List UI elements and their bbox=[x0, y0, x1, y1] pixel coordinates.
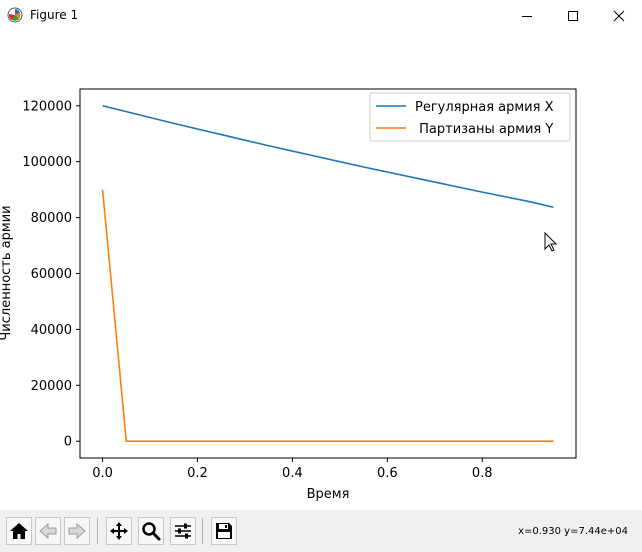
save-button[interactable] bbox=[211, 517, 237, 545]
minimize-icon bbox=[522, 15, 532, 17]
legend-label-series-1: Регулярная армия X bbox=[415, 100, 554, 115]
x-ticks: 0.0 0.2 0.4 0.6 0.8 bbox=[92, 458, 493, 481]
series-line-1 bbox=[102, 104, 554, 209]
x-tick-label: 0.6 bbox=[377, 466, 398, 481]
legend-label-series-2: Партизаны армия Y bbox=[415, 122, 553, 137]
y-tick-label: 60000 bbox=[31, 267, 72, 282]
forward-button[interactable] bbox=[64, 517, 90, 545]
y-tick-label: 80000 bbox=[31, 211, 72, 226]
magnifier-icon bbox=[142, 522, 161, 541]
zoom-button[interactable] bbox=[138, 517, 164, 545]
maximize-button[interactable] bbox=[550, 0, 596, 31]
x-tick-label: 0.0 bbox=[92, 466, 113, 481]
toolbar-separator bbox=[97, 518, 98, 544]
back-arrow-icon bbox=[39, 522, 57, 540]
plot-background bbox=[80, 89, 576, 458]
x-tick-label: 0.4 bbox=[282, 466, 303, 481]
forward-arrow-icon bbox=[68, 522, 86, 540]
y-tick-label: 40000 bbox=[31, 323, 72, 338]
window-title: Figure 1 bbox=[30, 8, 79, 22]
series-line-2 bbox=[101, 189, 554, 443]
minimize-button[interactable] bbox=[504, 0, 550, 31]
matplotlib-logo-icon bbox=[7, 7, 23, 23]
x-axis-label: Время bbox=[307, 487, 350, 502]
mouse-cursor-icon bbox=[544, 231, 558, 252]
y-tick-label: 0 bbox=[64, 435, 72, 450]
line-chart[interactable]: 0.0 0.2 0.4 0.6 0.8 0 20000 40000 60000 80000 100… bbox=[0, 31, 642, 510]
home-icon bbox=[10, 523, 28, 539]
pan-button[interactable] bbox=[106, 517, 132, 545]
maximize-icon bbox=[568, 10, 578, 21]
back-button[interactable] bbox=[35, 517, 61, 545]
y-tick-label: 20000 bbox=[31, 379, 72, 394]
configure-button[interactable] bbox=[170, 517, 196, 545]
y-ticks: 0 20000 40000 60000 80000 100000 120000 bbox=[22, 99, 80, 450]
x-tick-label: 0.8 bbox=[472, 466, 493, 481]
floppy-disk-icon bbox=[216, 523, 232, 539]
series-layer bbox=[101, 104, 554, 443]
navigation-toolbar: x=0.930 y=7.44e+04 bbox=[0, 510, 642, 552]
sliders-icon bbox=[175, 523, 191, 539]
figure-canvas[interactable]: 0.0 0.2 0.4 0.6 0.8 0 20000 40000 60000 80000 100… bbox=[0, 31, 642, 510]
cursor-coordinates: x=0.930 y=7.44e+04 bbox=[518, 526, 628, 537]
close-button[interactable] bbox=[596, 0, 642, 31]
x-tick-label: 0.2 bbox=[187, 466, 208, 481]
y-tick-label: 120000 bbox=[22, 99, 72, 114]
move-icon bbox=[110, 522, 128, 540]
title-bar: Figure 1 bbox=[0, 0, 642, 31]
toolbar-separator bbox=[202, 518, 203, 544]
close-icon bbox=[613, 10, 625, 21]
home-button[interactable] bbox=[6, 517, 32, 545]
legend: Регулярная армия X Партизаны армия Y bbox=[369, 92, 571, 142]
legend-box bbox=[369, 92, 571, 142]
y-axis-label: Численность армии bbox=[0, 205, 14, 340]
y-tick-label: 100000 bbox=[22, 155, 72, 170]
